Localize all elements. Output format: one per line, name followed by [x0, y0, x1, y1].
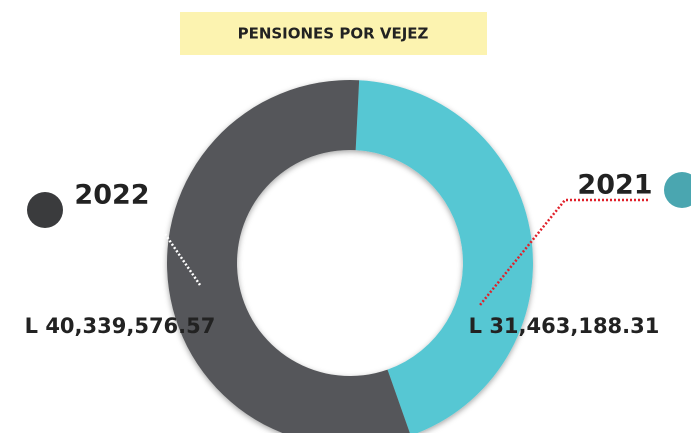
- legend-dot: [27, 192, 63, 228]
- slice: [167, 80, 410, 433]
- chart-title: PENSIONES POR VEJEZ: [238, 25, 429, 43]
- category-label: 2022: [74, 180, 149, 211]
- title-box: [180, 12, 487, 55]
- donut: [167, 80, 533, 433]
- slice: [355, 80, 533, 433]
- leader-line: [479, 198, 648, 306]
- legend-dot: [664, 172, 691, 208]
- value-label: L 40,339,576.57: [25, 314, 216, 338]
- value-label: L 31,463,188.31: [469, 314, 660, 338]
- category-label: 2021: [577, 170, 652, 201]
- leader-line: [77, 198, 202, 286]
